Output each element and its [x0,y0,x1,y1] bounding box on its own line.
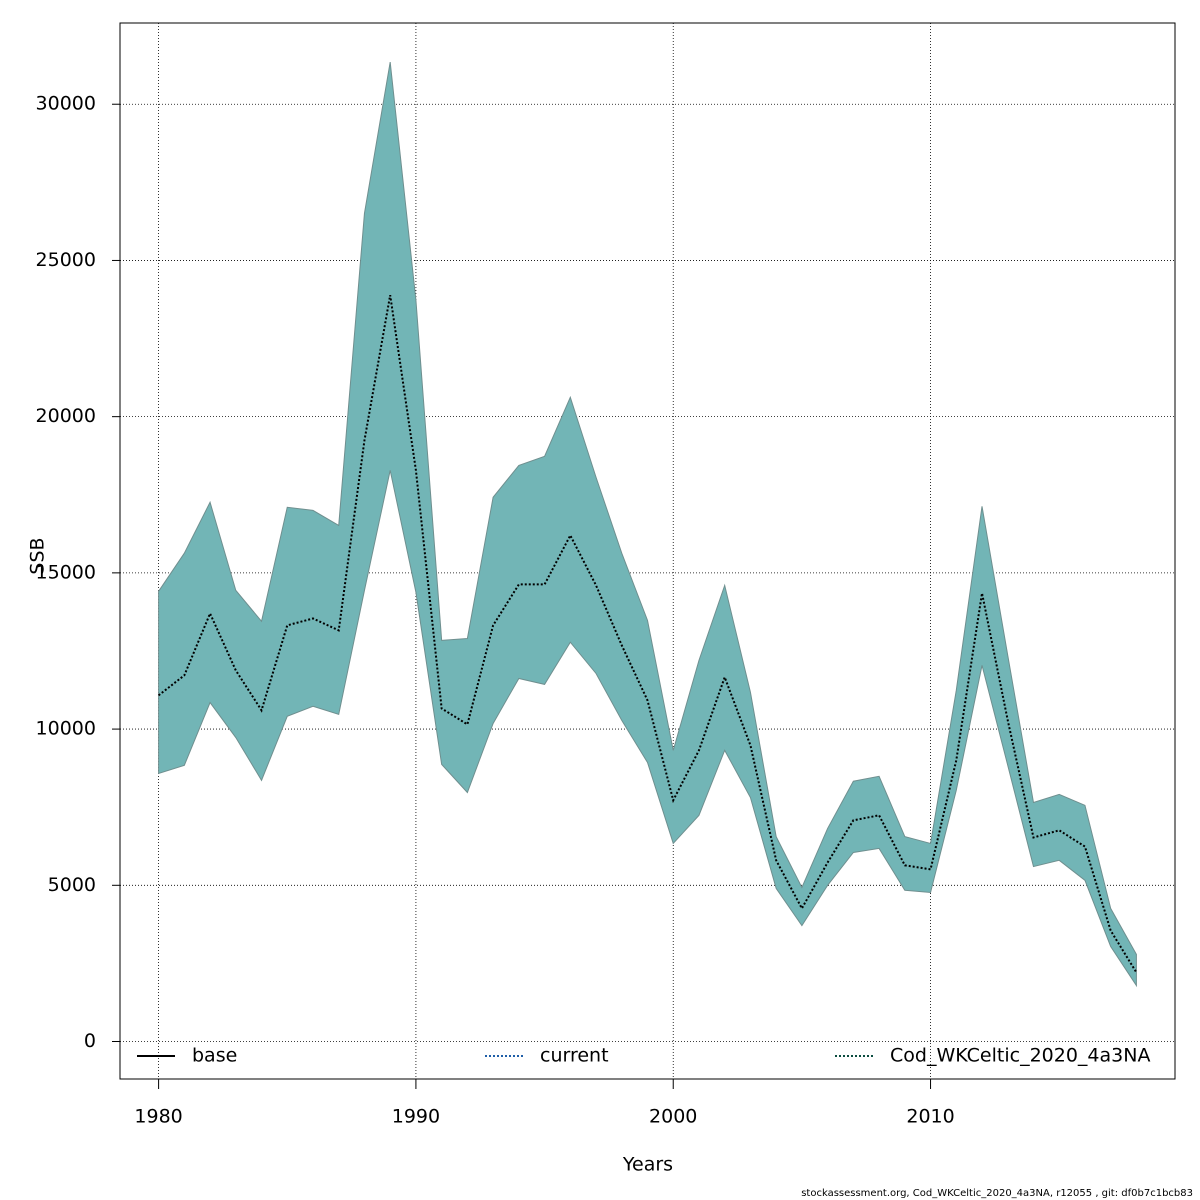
y-tick-label: 0 [84,1030,96,1052]
x-tick-label: 1980 [134,1106,182,1128]
x-tick-label: 2000 [649,1106,697,1128]
legend-label: base [192,1045,237,1067]
y-tick-label: 30000 [36,93,96,115]
x-axis-label: Years [622,1154,673,1176]
y-tick-label: 10000 [36,718,96,740]
x-tick-label: 1990 [392,1106,440,1128]
confidence-band [158,61,1137,988]
y-tick-label: 15000 [36,561,96,583]
x-tick-label: 2010 [906,1106,954,1128]
plot-frame [119,22,1176,1080]
legend-label: current [540,1045,609,1067]
footnote: stockassessment.org, Cod_WKCeltic_2020_4… [801,1188,1193,1199]
y-tick-label: 25000 [36,249,96,271]
legend-label: Cod_WKCeltic_2020_4a3NA [890,1045,1150,1067]
ssb-line [157,294,1138,973]
y-axis-label: SSB [27,537,49,574]
y-tick-label: 20000 [36,405,96,427]
y-tick-label: 5000 [48,874,96,896]
